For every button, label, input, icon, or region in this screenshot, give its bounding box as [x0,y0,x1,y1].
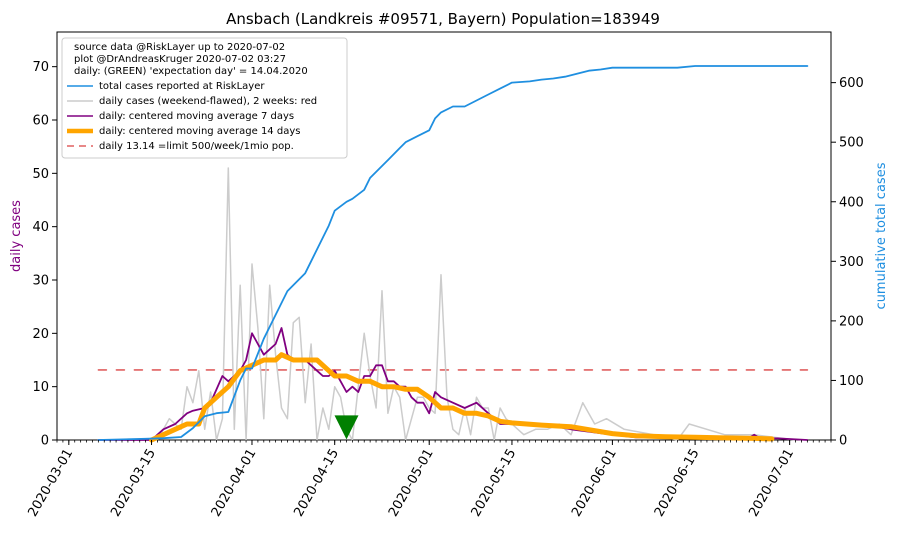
left-y-tick-label: 70 [32,60,49,75]
series-polyline [97,167,797,441]
legend-box [61,37,348,159]
right-y-tick-label: 200 [839,314,864,329]
legend-header-1: source data @RiskLayer up to 2020-07-02 [74,42,285,53]
legend-label-daily: daily cases (weekend-flawed), 2 weeks: r… [99,96,317,107]
legend-label-ma7: daily: centered moving average 7 days [99,111,294,122]
total-cases-line [97,65,809,441]
legend-header-2: plot @DrAndreasKruger 2020-07-02 03:27 [74,54,286,65]
right-y-tick-label: 600 [839,76,864,91]
x-tick-label: 2020-05-15 [469,447,520,520]
left-y-tick-label: 10 [32,380,49,395]
x-tick-label: 2020-07-01 [746,447,797,520]
left-y-tick-label: 20 [32,327,49,342]
ma14-line [149,352,775,443]
x-tick-label: 2020-04-15 [291,447,342,520]
series-polyline [149,352,775,443]
left-y-axis: 0 10 20 30 40 50 60 70 [32,60,57,449]
left-y-tick-label: 0 [41,434,49,449]
left-y-axis-label: daily cases [9,200,24,272]
legend: source data @RiskLayer up to 2020-07-02 … [61,37,348,159]
left-y-tick-label: 50 [32,167,49,182]
x-axis: 2020-03-01 2020-03-15 2020-04-01 2020-04-15… [26,440,832,520]
legend-label-limit: daily 13.14 =limit 500/week/1mio pop. [99,141,294,152]
right-y-tick-label: 0 [839,434,847,449]
x-tick-label: 2020-06-01 [569,447,620,520]
left-y-tick-label: 60 [32,114,49,129]
x-tick-label: 2020-03-15 [108,447,159,520]
legend-label-ma14: daily: centered moving average 14 days [99,126,300,137]
x-tick-label: 2020-05-01 [386,447,437,520]
right-y-tick-label: 300 [839,255,864,270]
legend-header-3: daily: (GREEN) 'expectation day' = 14.04… [74,66,308,77]
daily-cases-line [97,167,797,441]
plot-frame [56,31,832,441]
x-tick-label: 2020-06-15 [652,447,703,520]
right-y-tick-label: 100 [839,374,864,389]
expectation-triangle [334,415,359,440]
right-y-tick-label: 500 [839,136,864,151]
legend-label-total: total cases reported at RiskLayer [99,81,265,92]
left-y-tick-label: 40 [32,220,49,235]
chart-title: Ansbach (Landkreis #09571, Bayern) Popul… [226,10,660,28]
x-tick-label: 2020-03-01 [26,447,77,520]
expectation-day-marker [334,415,359,440]
x-tick-label: 2020-04-01 [209,447,260,520]
right-y-axis-label: cumulative total cases [874,162,889,309]
plot-area [56,31,832,443]
right-y-axis: 0 100 200 300 400 500 600 [831,76,864,449]
left-y-tick-label: 30 [32,274,49,289]
right-y-tick-label: 400 [839,195,864,210]
series-polyline [97,65,809,441]
